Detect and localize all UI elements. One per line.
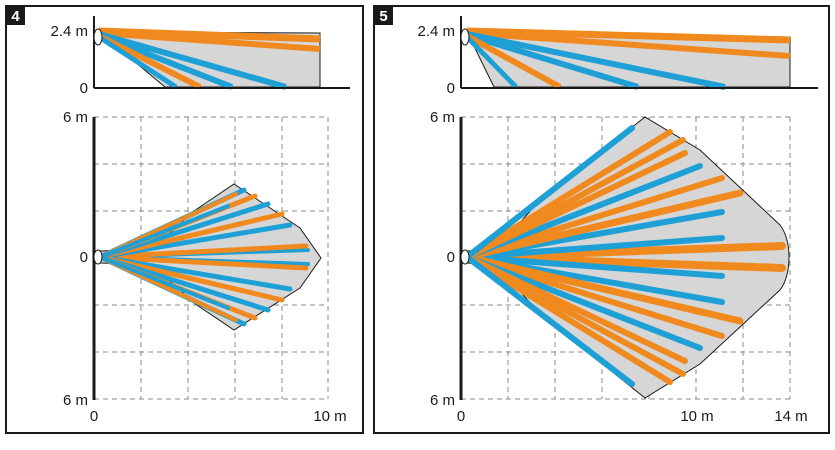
side-view-beam-blue: [97, 34, 178, 90]
panel-4-side-view: 2.4 m 0: [50, 16, 350, 97]
beam: [464, 235, 725, 260]
side-view-beam-blue: [465, 35, 518, 89]
beam: [464, 254, 703, 351]
detector-icon: [460, 28, 470, 46]
side-view-beam-blue: [466, 32, 639, 90]
panel-5-badge-label: 5: [379, 8, 387, 25]
detector-icon: [93, 249, 103, 265]
beam: [463, 189, 744, 261]
panel-4-badge-label: 4: [11, 8, 20, 25]
panel-4-top-view: 6 m 0 6 m 0 10 m: [63, 109, 347, 425]
panel-5-side-view: 2.4 m 0: [417, 16, 818, 97]
panel-4-badge: [6, 6, 25, 25]
panel-5-badge: [374, 6, 393, 25]
side-view-zero-label: 0: [447, 80, 455, 97]
top-view-bottom-label: 6 m: [430, 392, 455, 409]
top-view-top-label: 6 m: [63, 109, 88, 126]
top-view-center-label: 0: [80, 249, 88, 266]
side-view-beam-orange: [98, 27, 321, 43]
top-view-x-label-10m: 10 m: [313, 408, 346, 425]
panel-4: 4 2.4 m 0: [5, 5, 364, 434]
side-view-beam-orange: [97, 33, 202, 90]
beam: [464, 254, 635, 387]
beam: [464, 175, 725, 260]
beam: [464, 129, 673, 260]
beam: [464, 254, 725, 339]
top-view-bottom-label: 6 m: [63, 392, 88, 409]
top-view-x-zero-label: 0: [457, 408, 465, 425]
panel-5-top-view: 6 m 0 6 m 0 10 m 14 m: [430, 109, 808, 425]
top-view-beams: [97, 187, 310, 327]
side-view-beam-blue: [466, 31, 726, 90]
detector-icon: [93, 28, 103, 46]
beam: [97, 254, 309, 271]
panel-4-frame: [5, 5, 364, 434]
top-view-center-label: 0: [447, 249, 455, 266]
side-view-beam-orange: [98, 30, 321, 52]
beam: [97, 243, 309, 260]
side-view-height-label: 2.4 m: [50, 23, 88, 40]
side-view-zero-label: 0: [80, 80, 88, 97]
top-view-x-zero-label: 0: [90, 408, 98, 425]
side-view-beam-blue: [97, 32, 234, 90]
top-view-top-label: 6 m: [430, 109, 455, 126]
detector-icon: [460, 249, 470, 265]
side-view-beam-blue: [98, 31, 287, 90]
panel-5-frame: [373, 5, 830, 434]
beam: [464, 254, 673, 385]
top-view-x-label-10m: 10 m: [680, 408, 713, 425]
beam: [463, 253, 744, 325]
beam: [464, 163, 703, 260]
beam: [98, 204, 230, 259]
beam: [464, 254, 725, 279]
side-view-height-label: 2.4 m: [417, 23, 455, 40]
beam: [464, 125, 635, 260]
side-view-beam-orange: [466, 27, 791, 44]
top-view-x-label-14m: 14 m: [774, 408, 807, 425]
top-view-beams: [463, 125, 786, 387]
beam: [98, 255, 230, 310]
side-view-beam-orange: [465, 33, 562, 90]
panel-5: 5 2.4 m 0: [373, 5, 830, 434]
side-view-beam-orange: [466, 30, 791, 59]
